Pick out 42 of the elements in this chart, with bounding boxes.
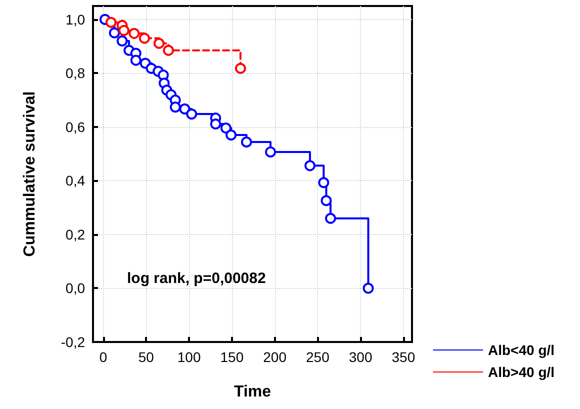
point <box>108 27 120 38</box>
point <box>235 62 246 74</box>
x-tick-label: 100 <box>177 349 201 365</box>
y-tick-label: 0,6 <box>66 118 86 135</box>
point <box>116 35 128 46</box>
y-tick-label: 0,4 <box>66 172 86 189</box>
x-tick-label: 250 <box>306 349 330 365</box>
point <box>106 16 117 28</box>
point <box>362 282 374 294</box>
point <box>226 130 237 141</box>
legend-label: Alb<40 g/l <box>488 342 555 358</box>
legend-label: Alb>40 g/l <box>488 364 555 380</box>
point <box>210 118 222 130</box>
x-axis-title: Time <box>234 384 272 400</box>
y-tick-label: 0,2 <box>66 226 86 242</box>
y-tick-label: -0,2 <box>60 334 86 350</box>
x-tick-label: 50 <box>138 349 154 365</box>
annotation: log rank, p=0,00082 <box>127 270 266 287</box>
x-tick-label: 200 <box>263 349 287 365</box>
point <box>304 160 316 172</box>
y-axis-title: Cummulative survival <box>22 91 38 257</box>
point <box>162 44 174 56</box>
point <box>154 38 165 49</box>
point <box>320 195 332 206</box>
y-tick-label: 1,0 <box>66 11 86 28</box>
point <box>128 28 140 39</box>
y-tick-label: 0,0 <box>66 280 86 296</box>
point <box>241 136 252 148</box>
point <box>220 122 232 134</box>
point <box>325 212 336 224</box>
x-tick-label: 0 <box>99 349 108 365</box>
point <box>318 177 330 188</box>
x-tick-label: 300 <box>348 349 372 365</box>
point <box>170 102 181 113</box>
point <box>130 54 142 66</box>
y-tick-label: 0,8 <box>66 65 86 82</box>
point <box>186 108 198 120</box>
point <box>265 146 276 158</box>
x-tick-label: 350 <box>392 349 416 365</box>
x-tick-label: 150 <box>220 349 244 365</box>
point <box>118 24 130 36</box>
point <box>138 32 150 44</box>
